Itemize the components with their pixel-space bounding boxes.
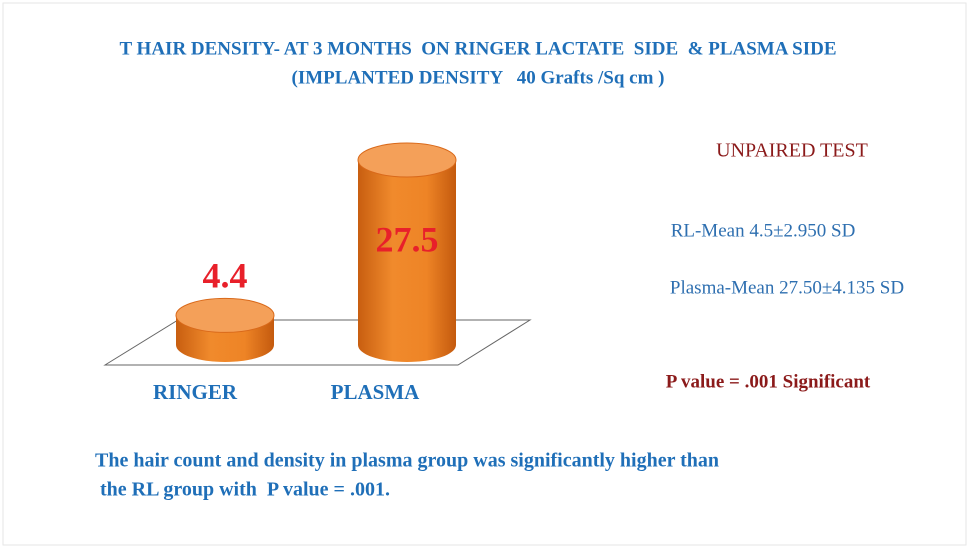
x-tick-label: RINGER: [153, 380, 238, 404]
value-label: 27.5: [376, 220, 439, 260]
note: The hair count and density in plasma gro…: [95, 450, 719, 472]
floor: [103, 319, 532, 366]
annotation: Plasma-Mean 27.50±4.135 SD: [670, 277, 904, 298]
note: the RL group with P value = .001.: [95, 479, 390, 501]
bar-top: [357, 142, 457, 178]
x-tick-label: PLASMA: [331, 380, 421, 404]
annotation: RL-Mean 4.5±2.950 SD: [671, 220, 856, 241]
chart-title: T HAIR DENSITY- AT 3 MONTHS ON RINGER LA…: [119, 38, 836, 59]
bar: [358, 160, 456, 362]
annotation: P value = .001 Significant: [666, 371, 871, 392]
annotation: UNPAIRED TEST: [716, 140, 868, 162]
chart-subtitle: (IMPLANTED DENSITY 40 Grafts /Sq cm ): [292, 67, 665, 88]
bar-top: [175, 297, 275, 333]
value-label: 4.4: [203, 256, 248, 296]
